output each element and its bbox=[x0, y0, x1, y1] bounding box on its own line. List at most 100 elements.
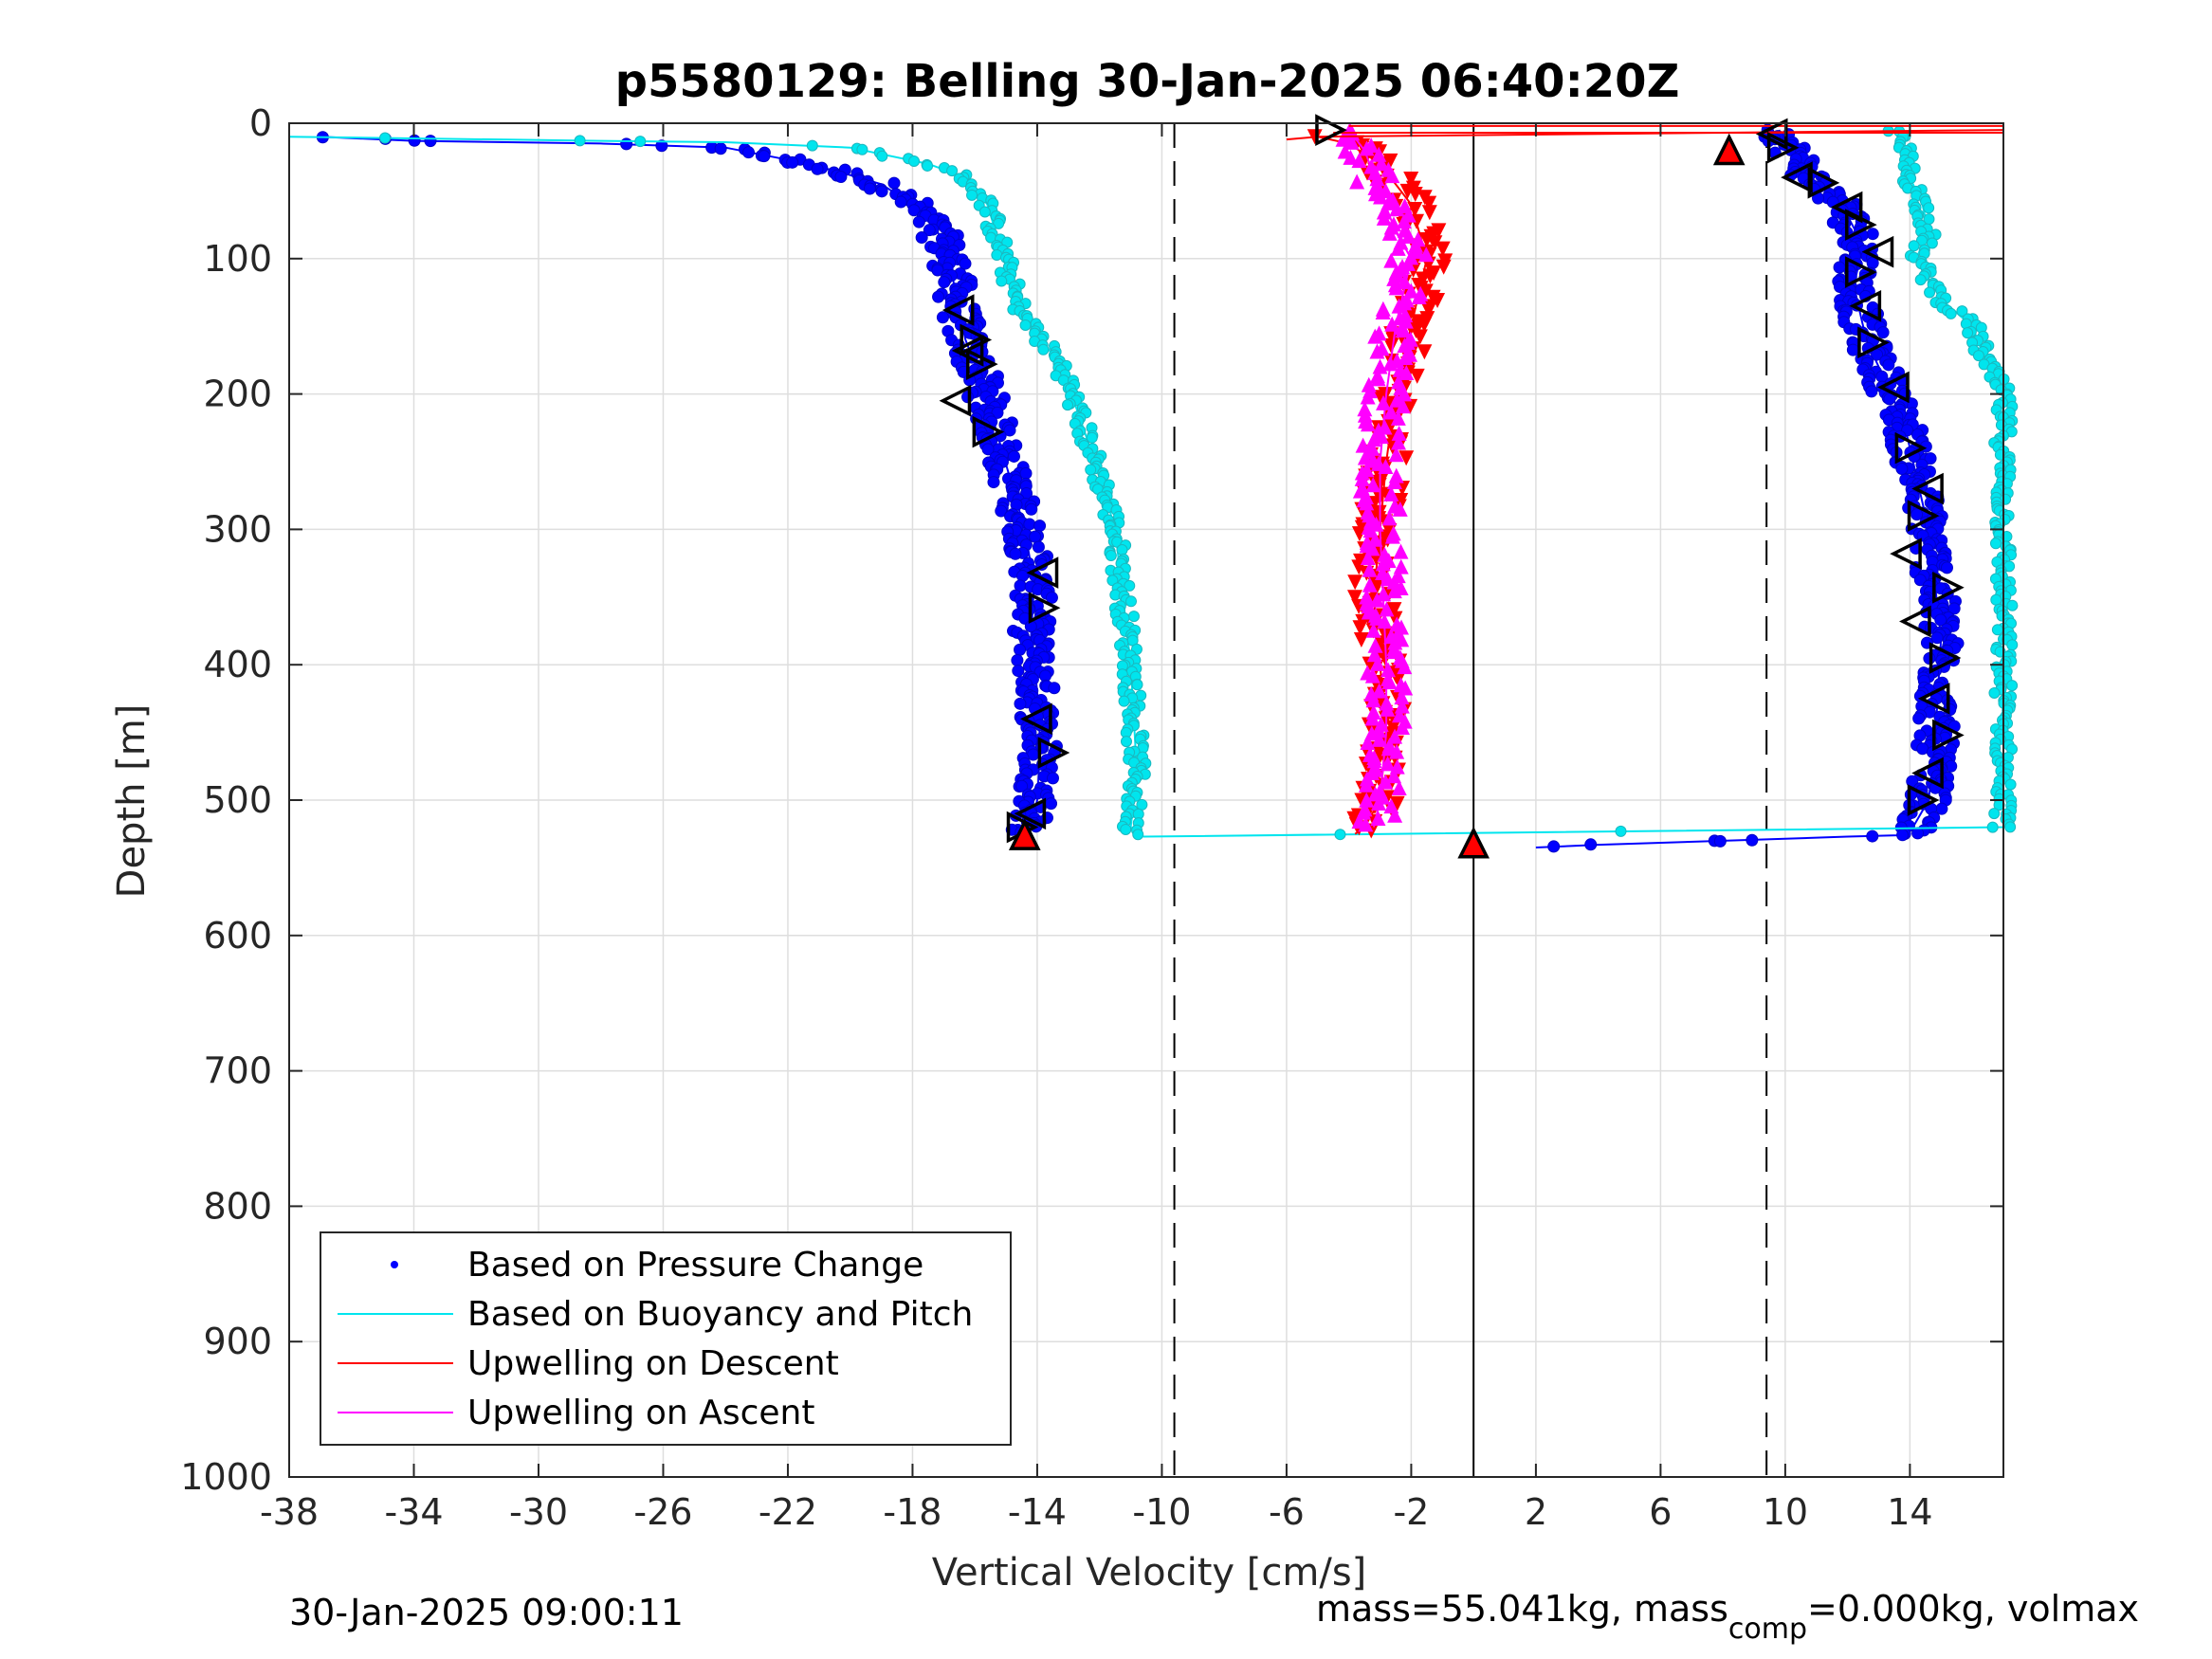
data-point bbox=[1360, 549, 1376, 565]
descent-marker bbox=[941, 294, 975, 326]
data-point bbox=[863, 182, 876, 195]
marker-layer bbox=[939, 114, 1965, 859]
data-point bbox=[1398, 450, 1415, 466]
data-point bbox=[1370, 371, 1386, 387]
data-point bbox=[1371, 731, 1387, 747]
data-point bbox=[1388, 280, 1404, 296]
data-point bbox=[1384, 316, 1400, 332]
data-point bbox=[1132, 829, 1144, 841]
data-point bbox=[1381, 225, 1398, 241]
data-point bbox=[1127, 611, 1140, 623]
data-point bbox=[1015, 779, 1029, 793]
ascent-marker bbox=[1807, 167, 1840, 199]
data-point bbox=[742, 146, 756, 159]
data-point bbox=[655, 139, 668, 153]
data-point bbox=[1396, 213, 1412, 229]
data-point bbox=[1930, 631, 1944, 645]
data-point bbox=[1360, 389, 1376, 405]
y-tick-label: 700 bbox=[203, 1050, 272, 1092]
data-point bbox=[1014, 697, 1027, 710]
data-point bbox=[1381, 510, 1398, 526]
data-point bbox=[1367, 637, 1383, 653]
data-point bbox=[1547, 840, 1561, 853]
y-tick-label: 200 bbox=[203, 374, 272, 415]
legend-entry: Upwelling on Descent bbox=[467, 1344, 839, 1383]
x-tick-label: -10 bbox=[1132, 1491, 1191, 1533]
x-axis-ticks: -38 -34 -30 -26 -22 -18 -14 -10 -6 -2 2 6 10 14 bbox=[260, 123, 1933, 1533]
data-point bbox=[1383, 404, 1399, 420]
data-point bbox=[1366, 431, 1382, 447]
footer-mass-tail: =0.000kg, volmax bbox=[1807, 1588, 2139, 1630]
data-point bbox=[1394, 720, 1410, 736]
data-point bbox=[1420, 301, 1436, 318]
data-point bbox=[1029, 530, 1042, 543]
y-tick-label: 400 bbox=[203, 644, 272, 685]
y-tick-label: 0 bbox=[249, 102, 272, 144]
data-point bbox=[1386, 474, 1402, 490]
data-point bbox=[1914, 274, 1927, 286]
data-point bbox=[1394, 689, 1410, 705]
data-point bbox=[1352, 620, 1368, 636]
data-point bbox=[1371, 683, 1387, 699]
data-point bbox=[1359, 771, 1375, 787]
ascent-marker bbox=[1845, 256, 1877, 288]
data-point bbox=[1380, 701, 1396, 717]
series-based-on-buoyancy-and-pitch bbox=[1143, 125, 2019, 841]
data-point bbox=[1387, 634, 1403, 650]
data-point bbox=[1367, 328, 1383, 344]
y-tick-label: 100 bbox=[203, 238, 272, 280]
legend: Based on Pressure Change Based on Buoyanc… bbox=[320, 1231, 1012, 1446]
data-point bbox=[1365, 622, 1381, 638]
data-point bbox=[1956, 305, 1968, 318]
data-point bbox=[1383, 485, 1399, 501]
ascent-marker bbox=[1861, 235, 1894, 268]
data-point bbox=[1398, 364, 1415, 380]
data-point bbox=[1086, 431, 1098, 444]
data-point bbox=[887, 176, 901, 190]
data-point bbox=[1402, 398, 1418, 414]
data-point bbox=[1390, 240, 1406, 256]
data-point bbox=[1351, 526, 1367, 542]
data-point bbox=[1375, 303, 1391, 319]
data-point bbox=[1371, 146, 1387, 162]
data-point bbox=[1376, 394, 1392, 410]
data-point bbox=[1085, 464, 1097, 476]
data-point bbox=[1365, 704, 1381, 720]
data-point bbox=[1343, 149, 1359, 165]
data-point bbox=[1382, 356, 1398, 372]
data-point bbox=[1045, 591, 1058, 604]
data-point bbox=[1009, 547, 1022, 560]
ascent-marker bbox=[1857, 326, 1890, 359]
data-point bbox=[1435, 259, 1452, 275]
y-tick-label: 900 bbox=[203, 1321, 272, 1362]
data-point bbox=[1990, 593, 2002, 606]
data-point bbox=[966, 189, 978, 201]
data-point bbox=[620, 137, 633, 151]
data-point bbox=[1403, 172, 1419, 188]
data-point bbox=[2004, 821, 2017, 833]
data-point bbox=[1334, 829, 1346, 841]
data-point bbox=[1940, 561, 1953, 574]
data-point bbox=[1364, 667, 1380, 684]
data-point bbox=[1417, 283, 1434, 300]
data-point bbox=[1390, 410, 1406, 426]
data-point bbox=[1378, 774, 1394, 790]
data-point bbox=[1393, 543, 1409, 559]
data-point bbox=[1384, 168, 1400, 184]
data-point bbox=[1427, 235, 1443, 251]
data-point bbox=[1377, 613, 1393, 629]
ascent-marker bbox=[1911, 757, 1944, 790]
data-point bbox=[915, 231, 928, 245]
data-point bbox=[1131, 679, 1143, 691]
data-point bbox=[1011, 654, 1024, 667]
y-tick-label: 500 bbox=[203, 779, 272, 821]
data-point bbox=[1386, 583, 1402, 599]
data-point bbox=[1876, 326, 1890, 339]
data-point bbox=[1386, 768, 1402, 784]
footer-mass-info: mass=55.041kg, masscomp=0.000kg, volmax bbox=[1316, 1588, 2139, 1646]
data-point bbox=[1378, 459, 1394, 475]
data-point bbox=[1397, 386, 1413, 402]
data-point bbox=[1389, 201, 1405, 217]
x-axis-label: Vertical Velocity [cm/s] bbox=[932, 1551, 1367, 1595]
